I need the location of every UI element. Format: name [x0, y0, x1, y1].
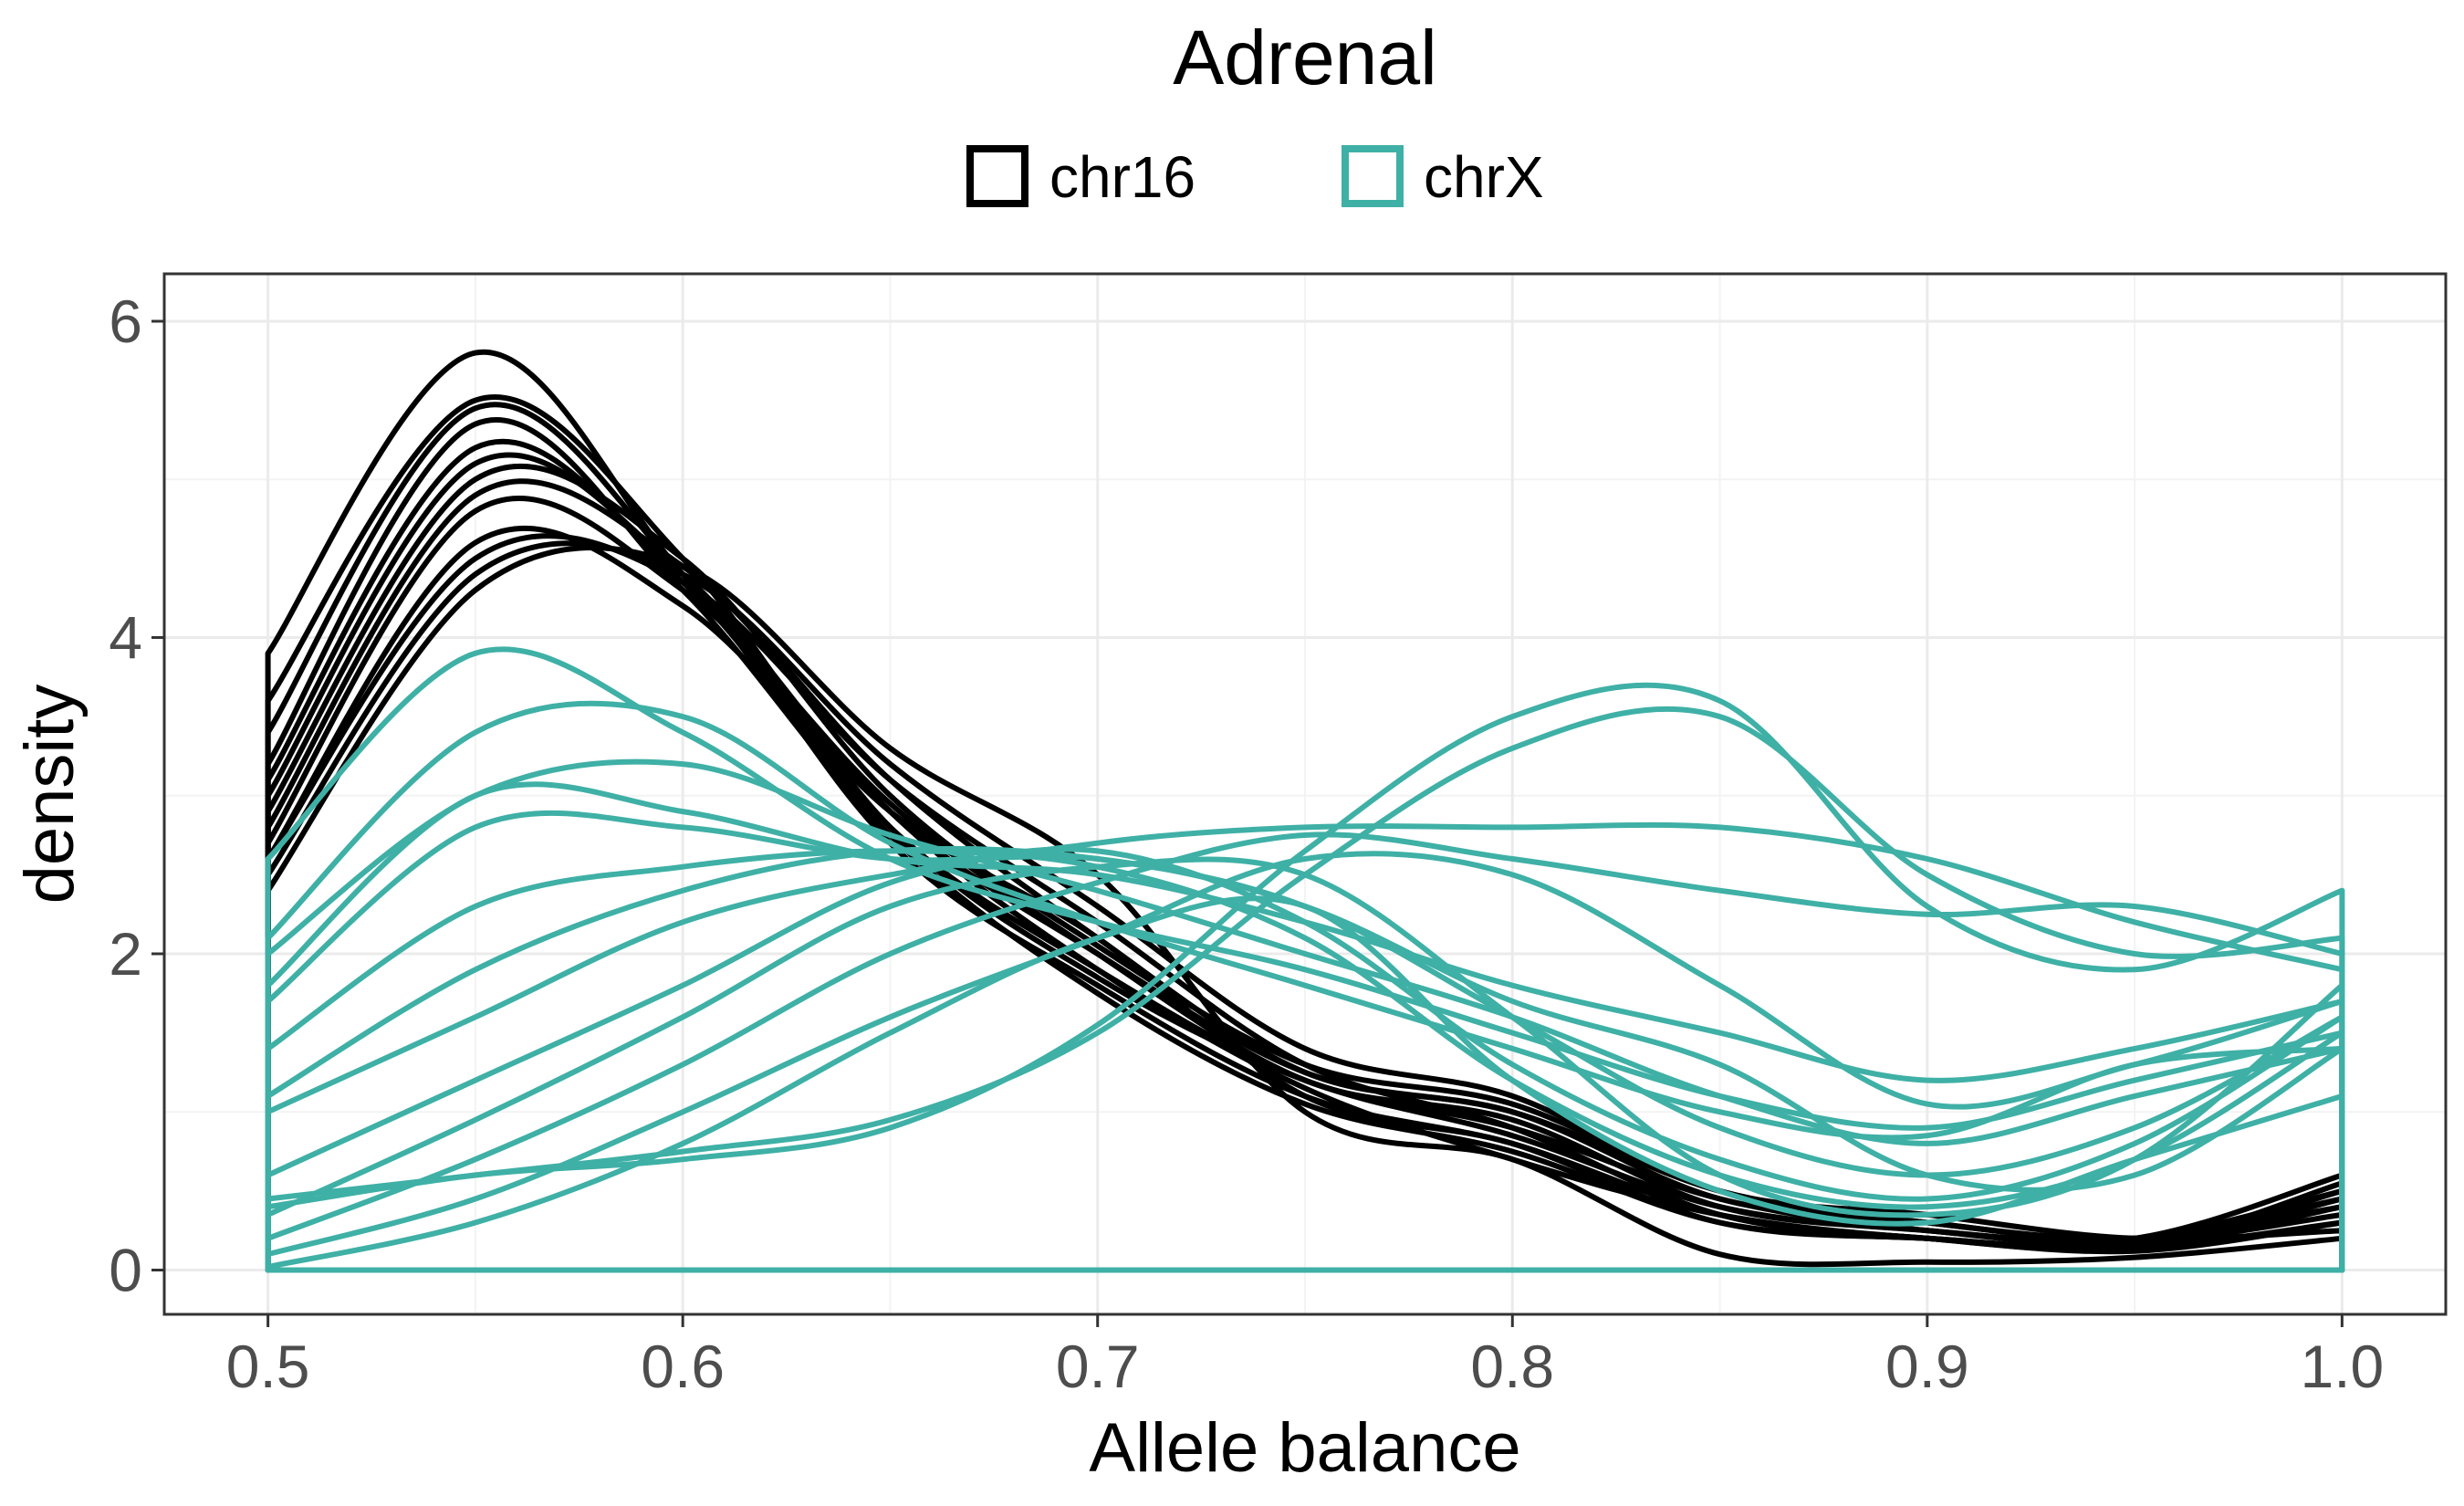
density-line-chrx — [265, 848, 2345, 1273]
y-tick-label: 4 — [109, 603, 142, 671]
density-line-chrx — [265, 895, 2345, 1273]
density-line-chrx — [265, 646, 2345, 1273]
y-tick-label: 2 — [109, 920, 142, 988]
legend-key-chrx — [1342, 145, 1404, 207]
chart-title: Adrenal — [1173, 15, 1437, 100]
y-axis-title: density — [11, 685, 89, 905]
legend-label-chrx: chrX — [1424, 144, 1544, 210]
density-line-chrx — [265, 700, 2345, 1273]
legend-label-chr16: chr16 — [1049, 144, 1195, 210]
y-tick-label: 0 — [109, 1236, 142, 1303]
density-line-chrx — [265, 856, 2345, 1273]
legend: chr16 chrX — [966, 144, 1544, 210]
series-layer — [265, 349, 2345, 1273]
density-line-chrx — [265, 846, 2345, 1273]
x-tick-label: 0.8 — [1470, 1333, 1554, 1400]
legend-key-chr16 — [966, 145, 1028, 207]
density-line-chrx — [265, 706, 2345, 1273]
density-line-chrx — [265, 821, 2345, 1273]
density-line-chr16 — [265, 496, 2345, 1273]
x-tick-label: 0.7 — [1056, 1333, 1140, 1400]
density-line-chrx — [265, 851, 2345, 1273]
y-tick-label: 6 — [109, 288, 142, 355]
x-tick-label: 1.0 — [2300, 1333, 2384, 1400]
density-line-chrx — [265, 831, 2345, 1273]
x-tick-label: 0.9 — [1885, 1333, 1969, 1400]
density-line-chr16 — [265, 478, 2345, 1273]
plot-panel-border — [162, 272, 2448, 1316]
density-line-chr16 — [265, 533, 2345, 1273]
x-tick-label: 0.5 — [226, 1333, 310, 1400]
density-line-chr16 — [265, 540, 2345, 1273]
axes: 0.5 0.6 0.7 0.8 0.9 1.0 0 2 4 6 — [109, 288, 2384, 1400]
density-line-chr16 — [265, 544, 2345, 1273]
x-axis-title: Allele balance — [1089, 1409, 1520, 1487]
x-tick-label: 0.6 — [641, 1333, 725, 1400]
density-line-chrx — [265, 758, 2345, 1273]
